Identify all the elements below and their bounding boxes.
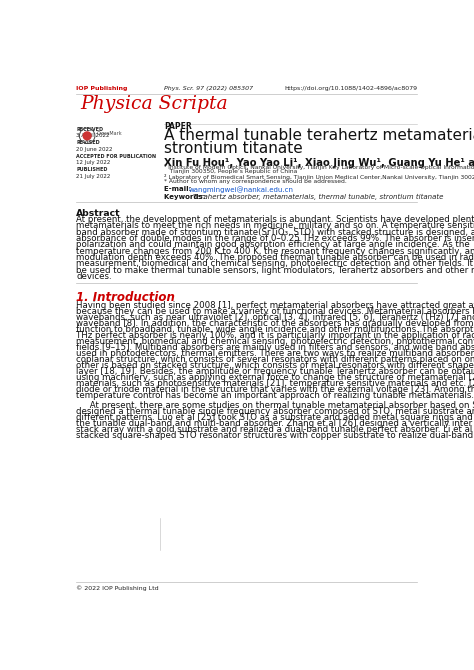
Text: band absorber made of strontium titanate(SrTiO₃, STO) with stacked structure is : band absorber made of strontium titanate… bbox=[76, 228, 474, 237]
Text: Xin Fu Hou¹, Yao Yao Li¹, Xiao Jing Wu¹, Guang Yu He¹ and Ming Wei Wang¹*: Xin Fu Hou¹, Yao Yao Li¹, Xiao Jing Wu¹,… bbox=[164, 158, 474, 168]
Text: because they can be used to make a variety of functional devices. Metamaterial a: because they can be used to make a varie… bbox=[76, 308, 474, 316]
Text: Physica Scripta: Physica Scripta bbox=[80, 94, 228, 113]
Text: coplanar structure, which consists of several resonators with different patterns: coplanar structure, which consists of se… bbox=[76, 356, 474, 364]
Circle shape bbox=[82, 131, 92, 141]
Text: fields [9–15]. Multiband absorbers are mainly used in filters and sensors, and w: fields [9–15]. Multiband absorbers are m… bbox=[76, 344, 474, 352]
Text: stacked square-shaped STO resonator structures with copper substrate to realize : stacked square-shaped STO resonator stru… bbox=[76, 431, 474, 440]
Text: strontium titanate: strontium titanate bbox=[164, 141, 302, 156]
Text: different patterns. Luo et al [25] took STO as a substrate and added metal squar: different patterns. Luo et al [25] took … bbox=[76, 413, 474, 421]
Text: wangmingwei@nankai.edu.cn: wangmingwei@nankai.edu.cn bbox=[189, 186, 294, 193]
Text: Tianjin 300350, People’s Republic of China: Tianjin 300350, People’s Republic of Chi… bbox=[164, 169, 297, 174]
Text: modulation depth exceeds 40%. The proposed thermal tunable absorber can be used : modulation depth exceeds 40%. The propos… bbox=[76, 253, 474, 262]
Text: 3 April 2022: 3 April 2022 bbox=[76, 133, 110, 138]
Text: measurement, biomedical and chemical sensing, photoelectric detection, photother: measurement, biomedical and chemical sen… bbox=[76, 338, 474, 346]
Text: Having been studied since 2008 [1], perfect metamaterial absorbers have attracte: Having been studied since 2008 [1], perf… bbox=[76, 302, 474, 310]
Text: wavebands, such as near ultraviolet [2], optical [3, 4], infrared [5, 6], Terahe: wavebands, such as near ultraviolet [2],… bbox=[76, 314, 474, 322]
Text: other is based on stacked structure, which consists of metal resonators with dif: other is based on stacked structure, whi… bbox=[76, 361, 474, 371]
Text: Phys. Scr. 97 (2022) 085307: Phys. Scr. 97 (2022) 085307 bbox=[164, 86, 253, 91]
Text: designed a thermal tunable single frequency absorber composed of STO, metal subs: designed a thermal tunable single freque… bbox=[76, 407, 474, 415]
Text: used in photodetectors, thermal emitters. There are two ways to realize multiban: used in photodetectors, thermal emitters… bbox=[76, 350, 474, 358]
Text: REVISED: REVISED bbox=[76, 140, 100, 145]
Text: PUBLISHED: PUBLISHED bbox=[76, 167, 108, 172]
Text: stack array with a gold substrate and realized a dual-band tunable perfect absor: stack array with a gold substrate and re… bbox=[76, 425, 474, 433]
Text: waveband [8]. In addition, the characteristic of the absorbers has gradually dev: waveband [8]. In addition, the character… bbox=[76, 320, 474, 328]
Text: absorbance of double modes in the range of 0–0.25 THz exceeds 99%. The absorber : absorbance of double modes in the range … bbox=[76, 234, 474, 243]
Text: temperature changes from 200 K to 400 K, the resonant frequency changes signific: temperature changes from 200 K to 400 K,… bbox=[76, 247, 474, 256]
Text: https://doi.org/10.1088/1402-4896/ac8079: https://doi.org/10.1088/1402-4896/ac8079 bbox=[284, 86, 417, 91]
Text: materials, such as photosensitive materials [21], temperature sensitive material: materials, such as photosensitive materi… bbox=[76, 379, 474, 389]
Text: layer [18, 19]. Besides, the amplitude or frequency tunable Terahertz absorber c: layer [18, 19]. Besides, the amplitude o… bbox=[76, 367, 474, 377]
Text: 21 July 2022: 21 July 2022 bbox=[76, 174, 110, 179]
Text: RECEIVED: RECEIVED bbox=[76, 127, 103, 131]
Text: 12 July 2022: 12 July 2022 bbox=[76, 160, 110, 165]
Text: polarization and could maintain good absorption efficiency at large angle incide: polarization and could maintain good abs… bbox=[76, 241, 470, 249]
Text: Terahertz absorber, metamaterials, thermal tunable, strontium titanate: Terahertz absorber, metamaterials, therm… bbox=[193, 194, 444, 200]
Text: E-mail:: E-mail: bbox=[164, 186, 194, 192]
Text: Keywords:: Keywords: bbox=[164, 194, 208, 200]
Text: function to broadband, tunable, wide angle incidence and other multifunctions. T: function to broadband, tunable, wide ang… bbox=[76, 326, 474, 334]
Text: measurement, biomedical and chemical sensing, photoelectric detection and other : measurement, biomedical and chemical sen… bbox=[76, 259, 474, 269]
Text: using machinery, such as applying external force to change the structure of meta: using machinery, such as applying extern… bbox=[76, 373, 474, 383]
Text: IOP Publishing: IOP Publishing bbox=[76, 86, 128, 91]
Text: metamaterials to meet the rich needs in medicine, military and so on. A temperat: metamaterials to meet the rich needs in … bbox=[76, 222, 474, 230]
Text: devices.: devices. bbox=[76, 272, 112, 281]
Text: © 2022 IOP Publishing Ltd: © 2022 IOP Publishing Ltd bbox=[76, 586, 159, 591]
Text: be used to make thermal tunable sensors, light modulators, Terahertz absorbers a: be used to make thermal tunable sensors,… bbox=[76, 266, 474, 275]
Text: ACCEPTED FOR PUBLICATION: ACCEPTED FOR PUBLICATION bbox=[76, 153, 156, 159]
Text: A thermal tunable terahertz metamaterial absorber based on: A thermal tunable terahertz metamaterial… bbox=[164, 128, 474, 143]
Text: THz perfect absorber is nearly 100%, and it is particularly important in the app: THz perfect absorber is nearly 100%, and… bbox=[76, 332, 474, 340]
Text: At present, there are some studies on thermal tunable metamaterial absorber base: At present, there are some studies on th… bbox=[76, 401, 474, 409]
Text: CrossMark: CrossMark bbox=[97, 131, 123, 136]
Text: 20 June 2022: 20 June 2022 bbox=[76, 147, 113, 151]
Text: temperature control has become an important approach of realizing tunable metama: temperature control has become an import… bbox=[76, 391, 474, 401]
Text: Abstract: Abstract bbox=[76, 208, 121, 218]
Text: diode or triode material in the structure that varies with the external voltage : diode or triode material in the structur… bbox=[76, 385, 474, 395]
Text: * Author to whom any correspondence should be addressed.: * Author to whom any correspondence shou… bbox=[164, 179, 346, 184]
Text: 1. Introduction: 1. Introduction bbox=[76, 291, 175, 304]
Text: ² Laboratory of Biomedical Smart Sensing, Tianjin Union Medical Center,Nankai Un: ² Laboratory of Biomedical Smart Sensing… bbox=[164, 174, 474, 180]
Text: At present, the development of metamaterials is abundant. Scientists have develo: At present, the development of metamater… bbox=[76, 215, 474, 224]
Text: the tunable dual-band and multi-band absorber. Zhang et al [26] designed a verti: the tunable dual-band and multi-band abs… bbox=[76, 419, 474, 427]
Text: ¹ Institute of Modern Optics, Nankai University, Tianjin Key Laboratory of Micro: ¹ Institute of Modern Optics, Nankai Uni… bbox=[164, 164, 474, 170]
Text: PAPER: PAPER bbox=[164, 123, 191, 131]
